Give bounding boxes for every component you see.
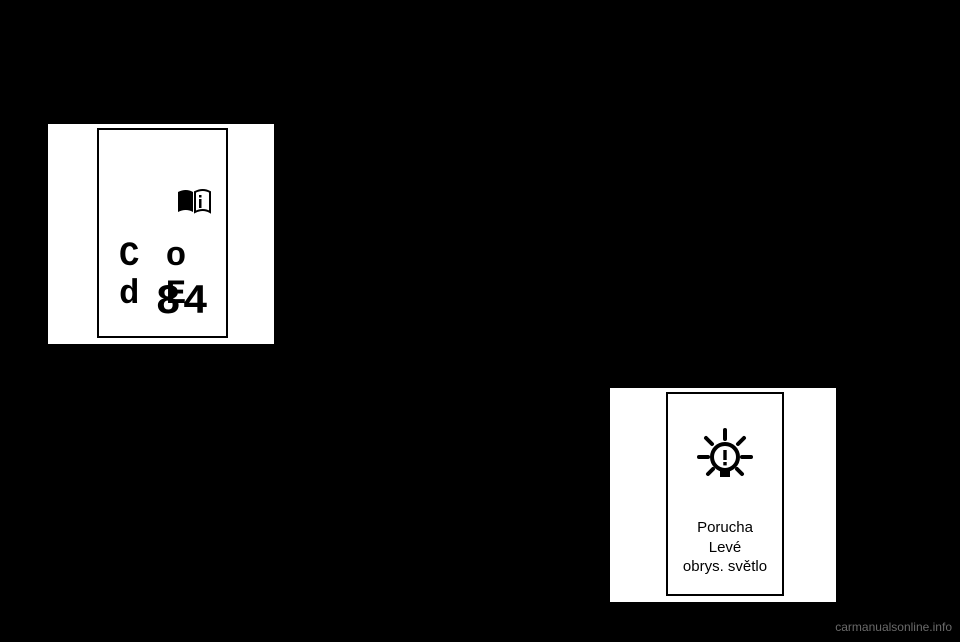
lcd-frame-right: Porucha Levé obrys. světlo <box>666 392 784 596</box>
warning-line-1: Porucha <box>697 519 753 536</box>
warning-message: Porucha Levé obrys. světlo <box>668 518 782 577</box>
lcd-frame-left: C o d E 84 <box>97 128 228 338</box>
lcd-code-figure: C o d E 84 <box>48 124 274 344</box>
warning-line-2: Levé <box>709 539 742 556</box>
lcd-code-number: 84 <box>156 278 210 326</box>
warning-line-3: obrys. světlo <box>683 558 767 575</box>
page-root: C o d E 84 <box>0 0 960 642</box>
text-warning-figure: Porucha Levé obrys. světlo <box>610 388 836 602</box>
book-info-icon <box>176 188 212 219</box>
bulb-warning-icon <box>694 426 756 493</box>
watermark: carmanualsonline.info <box>835 620 952 634</box>
